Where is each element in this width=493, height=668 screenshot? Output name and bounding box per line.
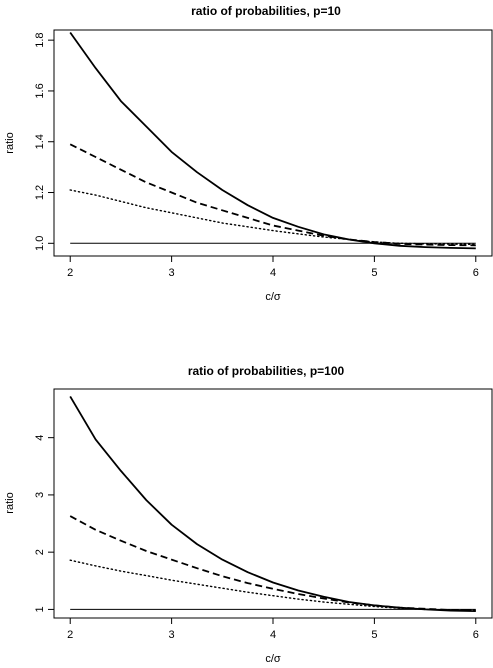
- x-tick-label: 5: [371, 629, 377, 641]
- series-line-dotted: [69, 189, 477, 246]
- y-tick-label: 1.2: [34, 185, 46, 200]
- x-tick-label: 2: [67, 629, 73, 641]
- series-line-solid: [69, 31, 476, 250]
- chart-p10: ratio of probabilities, p=10 2 3 4 5 6 1.0 1.2…: [4, 4, 493, 303]
- y-tick-label: 1: [34, 606, 46, 612]
- x-tick-label: 6: [473, 629, 479, 641]
- series-line-solid: [69, 395, 476, 612]
- axis-ticks: 2 3 4 5 6 1 2 3 4: [34, 435, 479, 641]
- x-axis-label: c/σ: [265, 653, 281, 665]
- x-tick-label: 5: [371, 267, 377, 279]
- chart-p100: ratio of probabilities, p=100 2 3 4 5 61234 …: [4, 364, 493, 665]
- y-tick-label: 1.8: [34, 33, 46, 48]
- plot-frame: [53, 29, 493, 257]
- y-tick-label: 3: [34, 492, 46, 498]
- x-tick-label: 4: [270, 629, 276, 641]
- y-tick-label: 2: [34, 549, 46, 555]
- chart-title: ratio of probabilities, p=100: [188, 364, 345, 378]
- y-tick-label: 1.0: [34, 236, 46, 251]
- series-lines: [69, 31, 477, 250]
- x-axis-label: c/σ: [265, 291, 281, 303]
- series-line-dashed: [69, 143, 476, 247]
- y-tick-label: 1.6: [34, 83, 46, 98]
- y-axis-label: ratio: [4, 492, 16, 513]
- axis-ticks: 2 3 4 5 6 1.0 1.2 1.4 1.6 1.8: [34, 33, 479, 279]
- series-line-dotted: [69, 559, 477, 611]
- y-tick-label: 4: [34, 435, 46, 441]
- series-lines: [69, 395, 477, 612]
- series-line-dashed: [69, 515, 476, 612]
- y-axis-label: ratio: [4, 132, 16, 153]
- x-tick-label: 4: [270, 267, 276, 279]
- x-tick-label: 6: [473, 267, 479, 279]
- chart-title: ratio of probabilities, p=10: [191, 4, 341, 18]
- y-tick-label: 1.4: [34, 134, 46, 149]
- x-tick-label: 3: [169, 267, 175, 279]
- x-tick-label: 2: [67, 267, 73, 279]
- x-tick-label: 3: [169, 629, 175, 641]
- plot-frame: [53, 388, 493, 619]
